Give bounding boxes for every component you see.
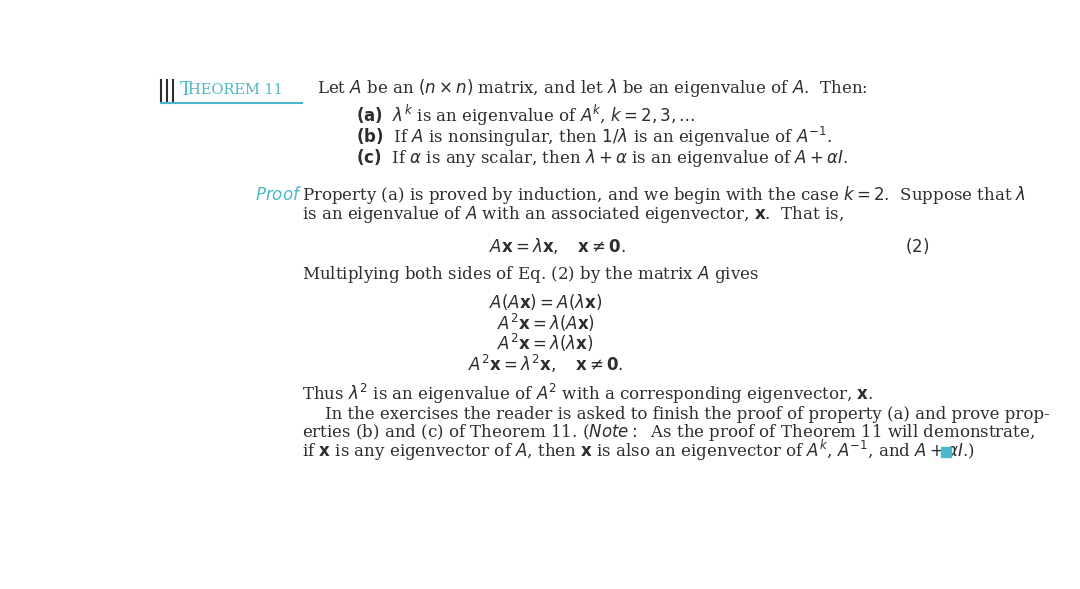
Text: Multiplying both sides of Eq. (2) by the matrix $A$ gives: Multiplying both sides of Eq. (2) by the…	[301, 264, 758, 285]
Text: $\mathbf{(c)}$  If $\alpha$ is any scalar, then $\lambda + \alpha$ is an eigenva: $\mathbf{(c)}$ If $\alpha$ is any scalar…	[356, 147, 848, 168]
Text: $A^2\mathbf{x} = \lambda^2\mathbf{x}, \quad \mathbf{x} \neq \mathbf{0}.$: $A^2\mathbf{x} = \lambda^2\mathbf{x}, \q…	[468, 353, 623, 375]
Text: Property (a) is proved by induction, and we begin with the case $k = 2$.  Suppos: Property (a) is proved by induction, and…	[301, 184, 1026, 206]
Text: $(2)$: $(2)$	[905, 236, 930, 256]
Text: T: T	[180, 81, 192, 99]
Text: $A\mathbf{x} = \lambda\mathbf{x}, \quad \mathbf{x} \neq \mathbf{0}.$: $A\mathbf{x} = \lambda\mathbf{x}, \quad …	[489, 236, 625, 256]
Text: is an eigenvalue of $A$ with an associated eigenvector, $\mathbf{x}$.  That is,: is an eigenvalue of $A$ with an associat…	[301, 204, 843, 225]
Text: HEOREM 11: HEOREM 11	[188, 83, 283, 97]
Text: In the exercises the reader is asked to finish the proof of property (a) and pro: In the exercises the reader is asked to …	[325, 406, 1050, 423]
Bar	[941, 447, 951, 457]
Text: $\mathit{Proof}$: $\mathit{Proof}$	[255, 187, 302, 204]
Text: Thus $\lambda^2$ is an eigenvalue of $A^2$ with a corresponding eigenvector, $\m: Thus $\lambda^2$ is an eigenvalue of $A^…	[301, 382, 873, 406]
Text: Let $A$ be an $(n \times n)$ matrix, and let $\lambda$ be an eigenvalue of $A$. : Let $A$ be an $(n \times n)$ matrix, and…	[318, 77, 867, 98]
Text: $\mathbf{(b)}$  If $A$ is nonsingular, then $1/\lambda$ is an eigenvalue of $A^{: $\mathbf{(b)}$ If $A$ is nonsingular, th…	[356, 125, 833, 149]
Text: erties (b) and (c) of Theorem 11. ($\mathit{Note:}$  As the proof of Theorem 11 : erties (b) and (c) of Theorem 11. ($\mat…	[301, 422, 1035, 443]
Text: $\mathbf{(a)}$  $\lambda^k$ is an eigenvalue of $A^k$, $k = 2, 3, \ldots$: $\mathbf{(a)}$ $\lambda^k$ is an eigenva…	[356, 102, 696, 128]
Text: $A^2\mathbf{x} = \lambda(\lambda\mathbf{x})$: $A^2\mathbf{x} = \lambda(\lambda\mathbf{…	[498, 332, 594, 355]
Text: if $\mathbf{x}$ is any eigenvector of $A$, then $\mathbf{x}$ is also an eigenvec: if $\mathbf{x}$ is any eigenvector of $A…	[301, 438, 974, 463]
Text: $A(A\mathbf{x}) = A(\lambda\mathbf{x})$: $A(A\mathbf{x}) = A(\lambda\mathbf{x})$	[489, 292, 603, 312]
Text: $A^2\mathbf{x} = \lambda(A\mathbf{x})$: $A^2\mathbf{x} = \lambda(A\mathbf{x})$	[497, 312, 595, 333]
